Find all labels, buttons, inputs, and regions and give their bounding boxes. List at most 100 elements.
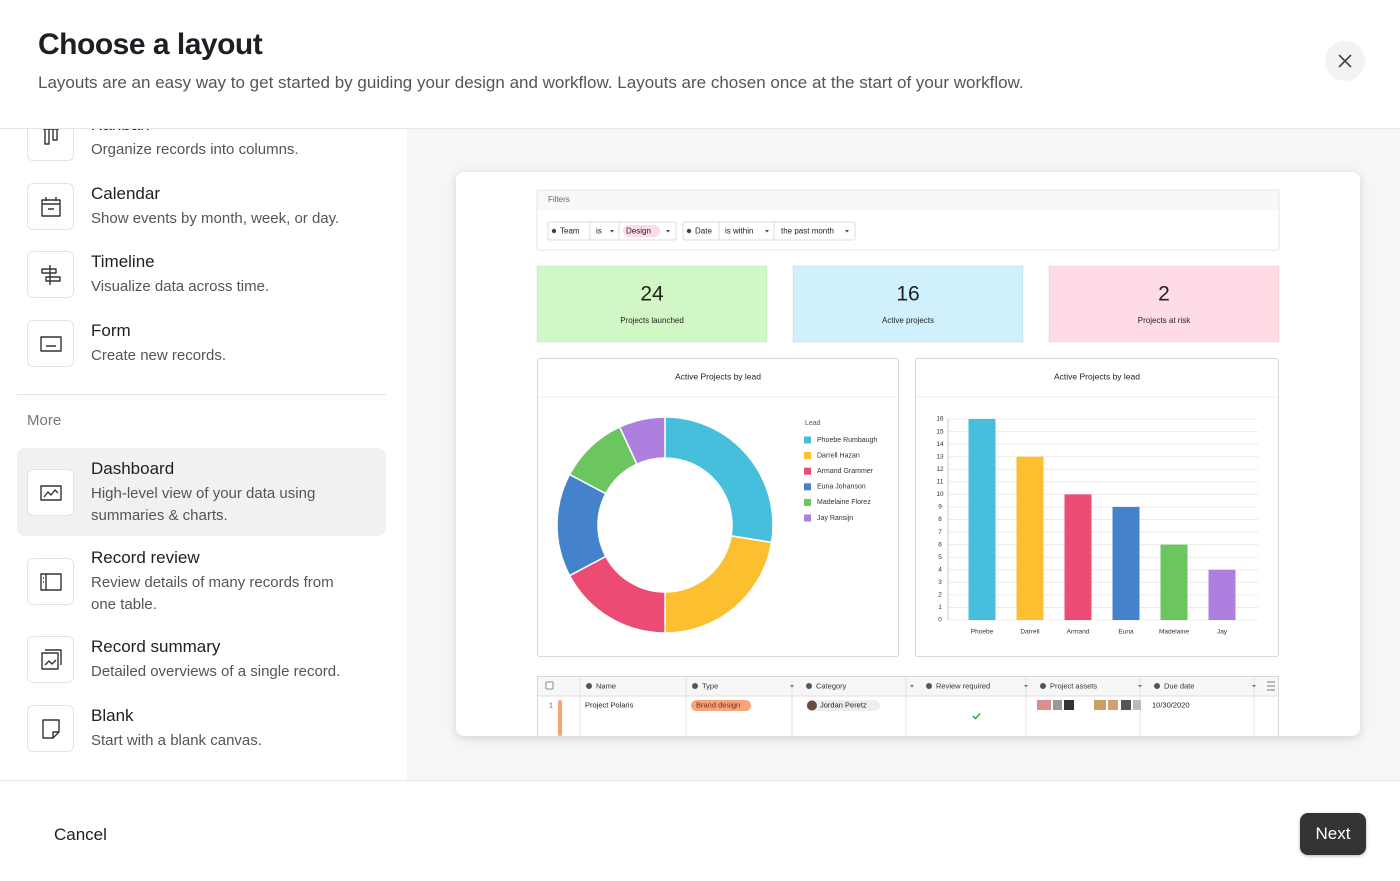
y-tick-label: 0: [938, 617, 942, 624]
y-tick-label: 6: [938, 541, 942, 548]
type-pill: [691, 700, 751, 711]
layout-name: Dashboard: [91, 459, 175, 478]
layout-description: Start with a blank canvas.: [91, 732, 262, 749]
layout-name: Record summary: [91, 637, 221, 656]
stat-card: [792, 265, 1024, 343]
bar: [1112, 506, 1140, 620]
cell-type: Brand design: [696, 700, 740, 709]
caret: [1024, 685, 1028, 688]
layout-description: Review details of many records from one …: [91, 574, 334, 613]
layout-name: Blank: [91, 706, 134, 725]
column-header: Project assets: [1050, 681, 1097, 690]
y-tick-label: 1: [938, 604, 942, 611]
chart-title: Active Projects by lead: [1054, 371, 1140, 381]
asset-thumb: [1108, 700, 1118, 710]
layout-description: Create new records.: [91, 347, 227, 364]
donut-slice: [618, 416, 666, 466]
layout-text: Record summary Detailed overviews of a si…: [91, 636, 361, 683]
asset-thumb: [1053, 700, 1062, 710]
dialog-title: Choose a layout: [38, 28, 263, 61]
bar: [1016, 456, 1044, 620]
stat-card: [1048, 265, 1280, 343]
icon-glyph: [41, 718, 60, 739]
layout-icon: [27, 705, 74, 752]
column-icon: [586, 683, 592, 689]
bar: [1064, 494, 1092, 620]
column-header: Name: [596, 681, 616, 690]
y-tick-label: 15: [936, 428, 944, 435]
asset-thumb: [1121, 700, 1131, 710]
layout-icon: [27, 558, 74, 605]
caret: [666, 230, 670, 233]
stat-value: 2: [1158, 283, 1170, 306]
x-tick-label: Jay: [1217, 629, 1228, 636]
legend-title: Lead: [805, 420, 821, 427]
filter-field: Team: [560, 227, 580, 236]
filter-label: Filters: [548, 195, 570, 204]
footer-divider: [0, 780, 1400, 781]
close-button[interactable]: [1325, 41, 1365, 81]
y-tick-label: 12: [936, 466, 944, 473]
y-tick-label: 9: [938, 504, 942, 511]
column-header: Type: [702, 681, 718, 690]
x-tick-label: Armand: [1067, 629, 1090, 636]
legend-label: Jay Ransijn: [817, 515, 853, 522]
y-tick-label: 2: [938, 592, 942, 599]
x-tick-label: Darrell: [1020, 629, 1040, 636]
icon-glyph: [42, 129, 59, 145]
layout-icon: [27, 183, 74, 230]
filter-field: Date: [695, 227, 712, 236]
legend-swatch: [804, 498, 811, 506]
filter-value: the past month: [781, 227, 834, 236]
filter-header: [537, 190, 1279, 211]
layout-option[interactable]: Record summary Detailed overviews of a si…: [17, 626, 386, 692]
legend-label: Armand Grammer: [817, 468, 874, 475]
layout-name: Form: [91, 321, 131, 340]
field-icon: [686, 228, 692, 234]
y-tick-label: 8: [938, 516, 942, 523]
filter-value: Design: [626, 227, 651, 236]
layout-icon: [27, 129, 74, 161]
next-button[interactable]: Next: [1300, 813, 1366, 855]
row-number: 1: [549, 702, 553, 709]
icon-glyph: [40, 196, 61, 217]
column-icon: [1040, 683, 1046, 689]
layout-description: High-level view of your data using summa…: [91, 485, 316, 524]
cell-due-date: 10/30/2020: [1152, 700, 1190, 709]
filter-operator: is within: [725, 227, 753, 236]
icon-glyph: [39, 484, 62, 501]
filter-operator: is: [596, 227, 602, 236]
dashboard-preview: Filters Team is Design Date is within the past…: [536, 189, 1280, 736]
caret: [845, 230, 849, 233]
bar: [1208, 569, 1236, 620]
checkbox: [545, 681, 554, 690]
layout-text: Kanban Organize records into columns.: [91, 129, 361, 161]
filter-chip: [682, 221, 856, 241]
legend-swatch: [804, 452, 811, 460]
icon-glyph: [39, 572, 62, 591]
layout-list: More Kanban Organize records into columns…: [0, 129, 407, 780]
column-icon: [806, 683, 812, 689]
person-pill: [806, 700, 880, 711]
legend-swatch: [804, 467, 811, 475]
layout-option[interactable]: Record review Review details of many reco…: [17, 537, 386, 625]
y-tick-label: 3: [938, 579, 942, 586]
legend-swatch: [804, 436, 811, 444]
bar: [968, 419, 996, 620]
check: [972, 712, 981, 720]
y-tick-label: 14: [936, 441, 944, 448]
layout-option[interactable]: Calendar Show events by month, week, or d…: [17, 173, 386, 239]
layout-option[interactable]: Kanban Organize records into columns.: [17, 129, 386, 170]
header-divider: [0, 128, 1400, 129]
layout-description: Organize records into columns.: [91, 141, 299, 158]
y-tick-label: 11: [937, 479, 944, 486]
close-icon: [1338, 54, 1352, 68]
cancel-button[interactable]: Cancel: [54, 825, 107, 844]
caret: [1138, 685, 1142, 688]
layout-option[interactable]: Timeline Visualize data across time.: [17, 241, 386, 307]
layout-option[interactable]: Form Create new records.: [17, 310, 386, 376]
column-icon: [926, 683, 932, 689]
layout-option[interactable]: Dashboard High-level view of your data us…: [17, 448, 386, 536]
layout-option[interactable]: Blank Start with a blank canvas.: [17, 695, 386, 761]
